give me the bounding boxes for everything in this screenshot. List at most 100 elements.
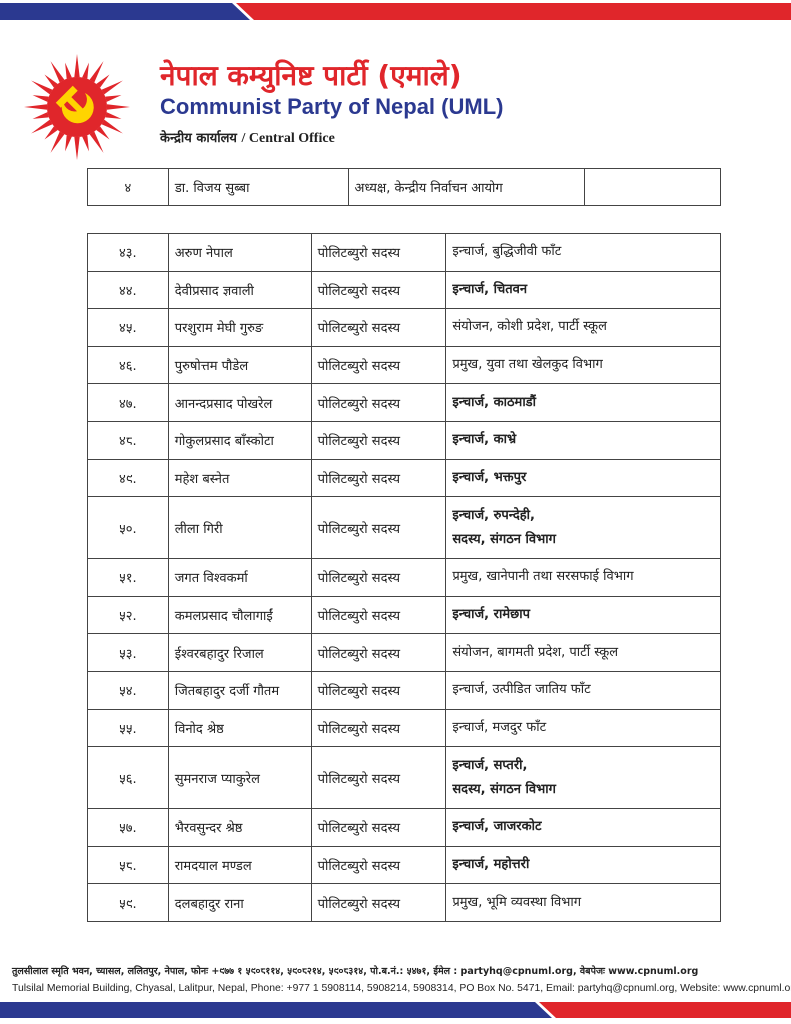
cell-role: प्रमुख, भूमि व्यवस्था विभाग — [445, 883, 721, 922]
cell-no: ४८. — [87, 420, 169, 460]
bottom-stripe — [0, 1002, 791, 1018]
member-row: ५१. जगत विश्वकर्मा पोलिटब्युरो सदस्य प्रमुख… — [87, 558, 721, 597]
cell-no: ५८. — [87, 845, 169, 885]
cell-role: इन्चार्ज, बुद्धिजीवी फाँट — [445, 233, 721, 272]
cell-no: ५१. — [87, 558, 169, 597]
role-line: इन्चार्ज, रुपन्देही, — [452, 507, 535, 523]
cell-post: पोलिटब्युरो सदस्य — [310, 458, 447, 498]
cell-no: ५०. — [87, 496, 169, 560]
cell-post: पोलिटब्युरो सदस्य — [310, 708, 447, 748]
table-top: ४ डा. विजय सुब्बा अध्यक्ष, केन्द्रीय निर्व… — [87, 168, 721, 206]
cell-name: अरुण नेपाल — [167, 233, 312, 272]
cell-no: ५३. — [87, 633, 169, 672]
member-row: ५७. भैरवसुन्दर श्रेष्ठ पोलिटब्युरो सदस्य इन… — [87, 808, 721, 847]
cell-role: प्रमुख, खानेपानी तथा सरसफाई विभाग — [445, 558, 721, 597]
role-line: इन्चार्ज, भक्तपुर — [452, 469, 527, 485]
member-row: ५५. विनोद श्रेष्ठ पोलिटब्युरो सदस्य इन्चार्… — [87, 708, 721, 748]
cell-role: संयोजन, कोशी प्रदेश, पार्टी स्कूल — [445, 308, 721, 347]
cell-role: इन्चार्ज, काठमाडौं — [445, 383, 721, 422]
footer-nepali: तुलसीलाल स्मृति भवन, च्यासल, ललितपुर, ने… — [12, 966, 699, 977]
cell-post: पोलिटब्युरो सदस्य — [310, 808, 447, 847]
top-stripe — [0, 3, 791, 20]
role-line: सदस्य, संगठन विभाग — [452, 531, 556, 547]
role-line: सदस्य, संगठन विभाग — [452, 781, 556, 797]
role-line: इन्चार्ज, सप्तरी, — [452, 757, 528, 773]
cell-post: पोलिटब्युरो सदस्य — [310, 308, 447, 347]
cell-role: इन्चार्ज, महोत्तरी — [445, 845, 721, 885]
party-logo — [24, 54, 130, 160]
cell-post: पोलिटब्युरो सदस्य — [310, 496, 447, 560]
cell-post: पोलिटब्युरो सदस्य — [310, 595, 447, 635]
cell-role: प्रमुख, युवा तथा खेलकुद विभाग — [445, 345, 721, 385]
cell-post: पोलिटब्युरो सदस्य — [310, 670, 447, 710]
cell-name: कमलप्रसाद चौलागाईं — [167, 595, 312, 635]
cell-role: इन्चार्ज, काभ्रे — [445, 420, 721, 460]
cell-role: इन्चार्ज, चितवन — [445, 270, 721, 310]
cell-name: दलबहादुर राना — [167, 883, 312, 922]
member-row: ४४. देवीप्रसाद ज्ञवाली पोलिटब्युरो सदस्य इन… — [87, 270, 721, 310]
cell-role: इन्चार्ज, उत्पीडित जातिय फाँट — [445, 670, 721, 710]
cell-role: संयोजन, बागमती प्रदेश, पार्टी स्कूल — [445, 633, 721, 672]
title-english: Communist Party of Nepal (UML) — [160, 94, 504, 119]
cell-post: पोलिटब्युरो सदस्य — [310, 633, 447, 672]
member-row: ५३. ईश्वरबहादुर रिजाल पोलिटब्युरो सदस्य संय… — [87, 633, 721, 672]
table-cell: डा. विजय सुब्बा — [167, 168, 349, 206]
cell-no: ४३. — [87, 233, 169, 272]
cell-post: पोलिटब्युरो सदस्य — [310, 883, 447, 922]
role-line: प्रमुख, भूमि व्यवस्था विभाग — [452, 894, 582, 910]
cell-post: पोलिटब्युरो सदस्य — [310, 845, 447, 885]
cell-no: ४७. — [87, 383, 169, 422]
cell-role: इन्चार्ज, भक्तपुर — [445, 458, 721, 498]
role-line: संयोजन, कोशी प्रदेश, पार्टी स्कूल — [452, 319, 607, 335]
office-english: / Central Office — [241, 131, 335, 146]
cell-no: ५२. — [87, 595, 169, 635]
cell-post: पोलिटब्युरो सदस्य — [310, 270, 447, 310]
role-line: इन्चार्ज, महोत्तरी — [452, 857, 530, 873]
cell-no: ४४. — [87, 270, 169, 310]
member-row: ५०. लीला गिरी पोलिटब्युरो सदस्य इन्चार्ज, र… — [87, 496, 721, 560]
role-line: इन्चार्ज, काभ्रे — [452, 432, 517, 448]
member-row: ५६. सुमनराज प्याकुरेल पोलिटब्युरो सदस्य इन्… — [87, 746, 721, 810]
cell-no: ४५. — [87, 308, 169, 347]
cell-no: ५५. — [87, 708, 169, 748]
table-cell-empty — [584, 168, 721, 206]
role-line: इन्चार्ज, रामेछाप — [452, 607, 530, 623]
cell-role: इन्चार्ज, मजदुर फाँट — [445, 708, 721, 748]
cell-name: गोकुलप्रसाद बाँस्कोटा — [167, 420, 312, 460]
member-row: ४७. आनन्दप्रसाद पोखरेल पोलिटब्युरो सदस्य इन… — [87, 383, 721, 422]
cell-role: इन्चार्ज, सप्तरी, सदस्य, संगठन विभाग — [445, 746, 721, 810]
table-cell: अध्यक्ष, केन्द्रीय निर्वाचन आयोग — [347, 168, 586, 206]
table-members: ४३. अरुण नेपाल पोलिटब्युरो सदस्य इन्चार्ज, … — [87, 233, 721, 922]
cell-name: सुमनराज प्याकुरेल — [167, 746, 312, 810]
cell-no: ५६. — [87, 746, 169, 810]
cell-name: भैरवसुन्दर श्रेष्ठ — [167, 808, 312, 847]
cell-post: पोलिटब्युरो सदस्य — [310, 746, 447, 810]
cell-post: पोलिटब्युरो सदस्य — [310, 420, 447, 460]
cell-role: इन्चार्ज, जाजरकोट — [445, 808, 721, 847]
cell-role: इन्चार्ज, रामेछाप — [445, 595, 721, 635]
role-line: इन्चार्ज, बुद्धिजीवी फाँट — [452, 244, 562, 260]
cell-name: विनोद श्रेष्ठ — [167, 708, 312, 748]
role-line: इन्चार्ज, काठमाडौं — [452, 394, 537, 410]
cell-name: लीला गिरी — [167, 496, 312, 560]
title-nepali: नेपाल कम्युनिष्ट पार्टी (एमाले) — [160, 59, 462, 92]
office: केन्द्रीय कार्यालय / Central Office — [160, 128, 335, 147]
cell-name: पुरुषोत्तम पौडेल — [167, 345, 312, 385]
member-row: ५४. जितबहादुर दर्जी गौतम पोलिटब्युरो सदस्य… — [87, 670, 721, 710]
cell-no: ५७. — [87, 808, 169, 847]
member-row: ४८. गोकुलप्रसाद बाँस्कोटा पोलिटब्युरो सदस्… — [87, 420, 721, 460]
cell-name: जितबहादुर दर्जी गौतम — [167, 670, 312, 710]
cell-name: परशुराम मेघी गुरुङ — [167, 308, 312, 347]
table-row: ४ डा. विजय सुब्बा अध्यक्ष, केन्द्रीय निर्व… — [87, 168, 721, 206]
table-cell: ४ — [87, 168, 169, 206]
cell-name: आनन्दप्रसाद पोखरेल — [167, 383, 312, 422]
member-row: ५२. कमलप्रसाद चौलागाईं पोलिटब्युरो सदस्य इन… — [87, 595, 721, 635]
member-row: ४६. पुरुषोत्तम पौडेल पोलिटब्युरो सदस्य प्रम… — [87, 345, 721, 385]
role-line: प्रमुख, युवा तथा खेलकुद विभाग — [452, 357, 603, 373]
office-nepali: केन्द्रीय कार्यालय — [160, 131, 237, 146]
member-row: ४३. अरुण नेपाल पोलिटब्युरो सदस्य इन्चार्ज, … — [87, 233, 721, 272]
cell-post: पोलिटब्युरो सदस्य — [310, 383, 447, 422]
role-line: प्रमुख, खानेपानी तथा सरसफाई विभाग — [452, 569, 634, 585]
role-line: संयोजन, बागमती प्रदेश, पार्टी स्कूल — [452, 644, 619, 660]
